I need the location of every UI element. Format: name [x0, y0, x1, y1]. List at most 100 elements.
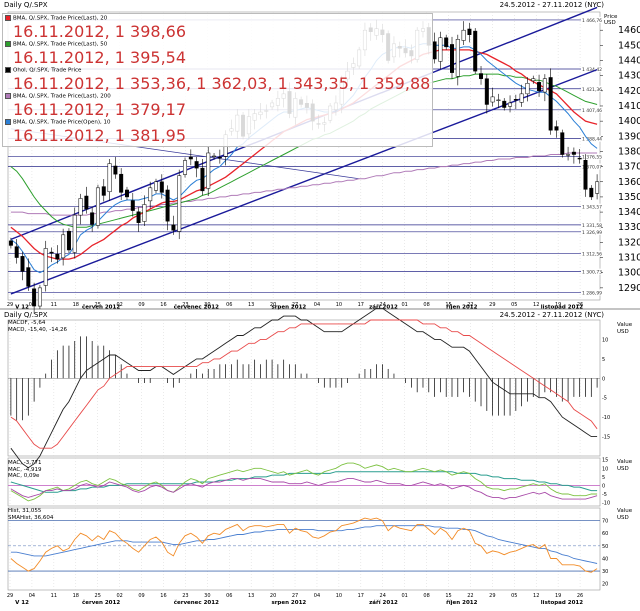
legend: BMA, Q/.SPX, Trade Price(Last), 20 16.11.…	[2, 13, 434, 147]
candle-body	[217, 156, 222, 159]
y-tick-label: 1380	[618, 146, 640, 157]
candle-body	[148, 187, 153, 202]
candle-body	[484, 78, 489, 105]
candle-body	[531, 78, 536, 82]
x-tick-label: 22	[467, 302, 473, 308]
candle-body	[212, 155, 217, 158]
y-tick-label: 1320	[618, 237, 640, 248]
legend-text: BMA, Q/.SPX, Trade Price(Last), 20	[13, 15, 108, 22]
candle-body	[159, 181, 164, 193]
legend-text: BMA, Q/.SPX, Trade Price(Last), 200	[13, 93, 111, 100]
month-label-bottom: listopad 2012	[541, 600, 583, 606]
candle-body	[595, 181, 600, 194]
x-tick-label-bottom: 26	[577, 593, 583, 599]
x-tick-label: 23	[182, 302, 188, 308]
macd-y-tick-label: -15	[602, 435, 610, 441]
y-tick-label: 1370	[618, 162, 640, 173]
level-label-bg	[581, 250, 601, 257]
y-tick-label: 1400	[618, 116, 640, 127]
macd-y-tick-label: -10	[602, 415, 610, 421]
level-label: 1 286,99	[582, 290, 602, 296]
candle-body	[113, 165, 118, 175]
rsi-y-tick-label: 40	[602, 556, 608, 562]
level-label: 1 407,46	[582, 108, 602, 114]
macd-y-tick-label: 0	[602, 376, 605, 382]
rsi-y-tick-label: 60	[602, 531, 608, 537]
x-tick-label: 19	[555, 302, 561, 308]
month-label: září 2012	[369, 304, 398, 311]
level-label: 1 331,58	[582, 223, 602, 229]
candle-body	[95, 187, 100, 226]
legend-entry: Ohol, Q/.SPX, Trade Price	[5, 67, 430, 74]
legend-swatch	[5, 67, 11, 73]
y-tick-label: 1350	[618, 192, 640, 203]
candle-body	[200, 167, 205, 192]
candle-body	[479, 73, 484, 79]
x-tick-label: 30	[204, 302, 210, 308]
y-tick-label: 1440	[618, 56, 640, 67]
level-label-bg	[581, 106, 601, 113]
legend-text: Ohol, Q/.SPX, Trade Price	[13, 67, 82, 74]
x-tick-label-bottom: 16	[160, 593, 166, 599]
rsi-panel-frame	[7, 507, 601, 591]
x-tick-label-bottom: 25	[95, 593, 101, 599]
stoch-line-b	[10, 471, 598, 493]
month-label: srpen 2012	[271, 305, 306, 311]
y-tick-label: 1290	[618, 283, 640, 294]
candle-body	[20, 256, 25, 272]
candle-body	[583, 159, 588, 190]
candle-body	[508, 102, 513, 107]
level-label: 1 376,55	[582, 155, 602, 161]
candle-body	[165, 189, 170, 222]
rsi-y-tick-label: 50	[602, 544, 608, 550]
x-tick-label: 15	[445, 302, 451, 308]
stoch-y-tick-label: 0	[602, 483, 605, 489]
stoch-legend-b: MAC, -4,919	[8, 466, 42, 473]
legend-entry: BMA, Q/.SPX, Trade Price(Last), 20	[5, 15, 430, 22]
x-tick-label-bottom: 19	[555, 593, 561, 599]
candle-body	[124, 189, 129, 198]
candle-body	[119, 173, 124, 193]
x-tick-label-bottom: 06	[226, 593, 232, 599]
level-label: 1 343,57	[582, 205, 602, 211]
legend-entry: BMA, Q/.SPX, Trade Price(Last), 50	[5, 41, 430, 48]
x-tick-label-bottom: 24	[380, 593, 386, 599]
level-label-bg	[581, 221, 601, 228]
candle-body	[101, 186, 106, 196]
level-label-bg	[581, 135, 601, 142]
macd-panel-frame	[7, 319, 601, 457]
month-label: říjen 2012	[446, 304, 478, 311]
level-label: 1 466,76	[582, 18, 602, 24]
stoch-legend: MAC, -3,771 MAC, -4,919 MAC, 0,09e	[8, 460, 41, 480]
rsi-legend: Hist, 31,055 SMAHist, 36,604	[8, 508, 53, 521]
legend-text: BMA, Q/.SPX, Trade Price(Open), 10	[13, 119, 111, 126]
x-tick-label-bottom: 29	[7, 593, 13, 599]
rsi-legend-ma: SMAHist, 36,604	[8, 514, 54, 521]
rsi-y-tick-label: 70	[602, 519, 608, 525]
legend-swatch	[5, 15, 11, 21]
x-tick-label: 26	[577, 302, 583, 308]
candle-body	[548, 77, 553, 131]
axes: 29 29 04 04 11 11 18 18 25 25 02 02 09 09 16 16 23 23 30 30…	[7, 25, 640, 606]
rsi-y-tick-label: 20	[602, 582, 608, 588]
candle-body	[455, 39, 460, 77]
candle-body	[37, 287, 42, 307]
candle-body	[461, 29, 466, 41]
x-tick-label: 29	[7, 302, 13, 308]
candle-body	[107, 163, 112, 193]
stoch-y-tick-label: -5	[602, 492, 607, 498]
candle-body	[571, 151, 576, 155]
level-label: 1 370,07	[582, 165, 602, 171]
stoch-panel-frame	[7, 457, 601, 507]
candle-body	[26, 267, 31, 287]
level-label-bg	[581, 16, 601, 23]
x-tick-label: 27	[292, 302, 298, 308]
candle-body	[136, 211, 141, 223]
level-label: 1 421,36	[582, 87, 602, 93]
candle-body	[8, 240, 13, 246]
month-label-bottom: říjen 2012	[446, 599, 478, 606]
candle-body	[84, 195, 89, 210]
x-tick-label-bottom: 09	[138, 593, 144, 599]
x-tick-label: 06	[226, 302, 232, 308]
legend-swatch	[5, 41, 11, 47]
